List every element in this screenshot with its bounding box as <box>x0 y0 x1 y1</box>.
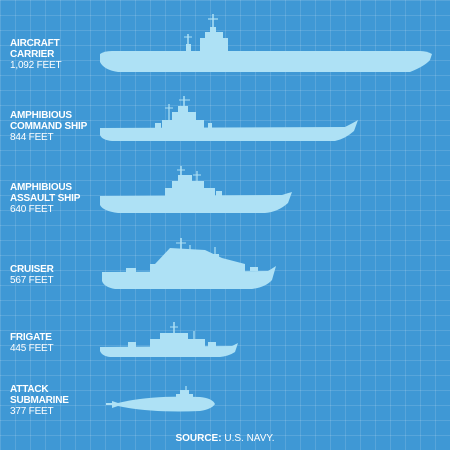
ship-label-attack-submarine: ATTACK SUBMARINE 377 FEET <box>10 384 105 417</box>
ship-name-line: ASSAULT SHIP <box>10 193 81 204</box>
cruiser-silhouette <box>102 238 276 289</box>
ship-name-line: COMMAND SHIP <box>10 121 88 132</box>
ship-name-line: AMPHIBIOUS <box>10 110 72 121</box>
source-footer: SOURCE: U.S. NAVY. <box>0 433 450 444</box>
ship-name-line: CARRIER <box>10 49 55 60</box>
ship-length: 640 FEET <box>10 204 54 215</box>
ship-length: 844 FEET <box>10 132 54 143</box>
ship-label-amphibious-assault: AMPHIBIOUS ASSAULT SHIP 640 FEET <box>10 182 105 215</box>
ship-length: 377 FEET <box>10 406 54 417</box>
ship-name-line: CRUISER <box>10 264 54 275</box>
frigate-silhouette <box>100 322 238 357</box>
ship-label-cruiser: CRUISER 567 FEET <box>10 264 105 286</box>
ship-name-line: AMPHIBIOUS <box>10 182 72 193</box>
amphibious-command-silhouette <box>100 96 358 141</box>
source-value: U.S. NAVY. <box>224 433 275 444</box>
ship-name-line: AIRCRAFT <box>10 38 60 49</box>
ship-name-line: ATTACK <box>10 384 49 395</box>
source-label: SOURCE: <box>175 433 222 444</box>
ship-length: 1,092 FEET <box>10 60 62 71</box>
attack-submarine-silhouette <box>106 386 215 412</box>
aircraft-carrier-silhouette <box>100 14 432 72</box>
ship-length: 445 FEET <box>10 343 54 354</box>
amphibious-assault-silhouette <box>100 166 292 213</box>
ship-length: 567 FEET <box>10 275 54 286</box>
ship-label-aircraft-carrier: AIRCRAFT CARRIER 1,092 FEET <box>10 38 105 71</box>
ship-name-line: FRIGATE <box>10 332 52 343</box>
ship-label-frigate: FRIGATE 445 FEET <box>10 332 105 354</box>
ship-name-line: SUBMARINE <box>10 395 69 406</box>
ship-label-amphibious-command: AMPHIBIOUS COMMAND SHIP 844 FEET <box>10 110 105 143</box>
